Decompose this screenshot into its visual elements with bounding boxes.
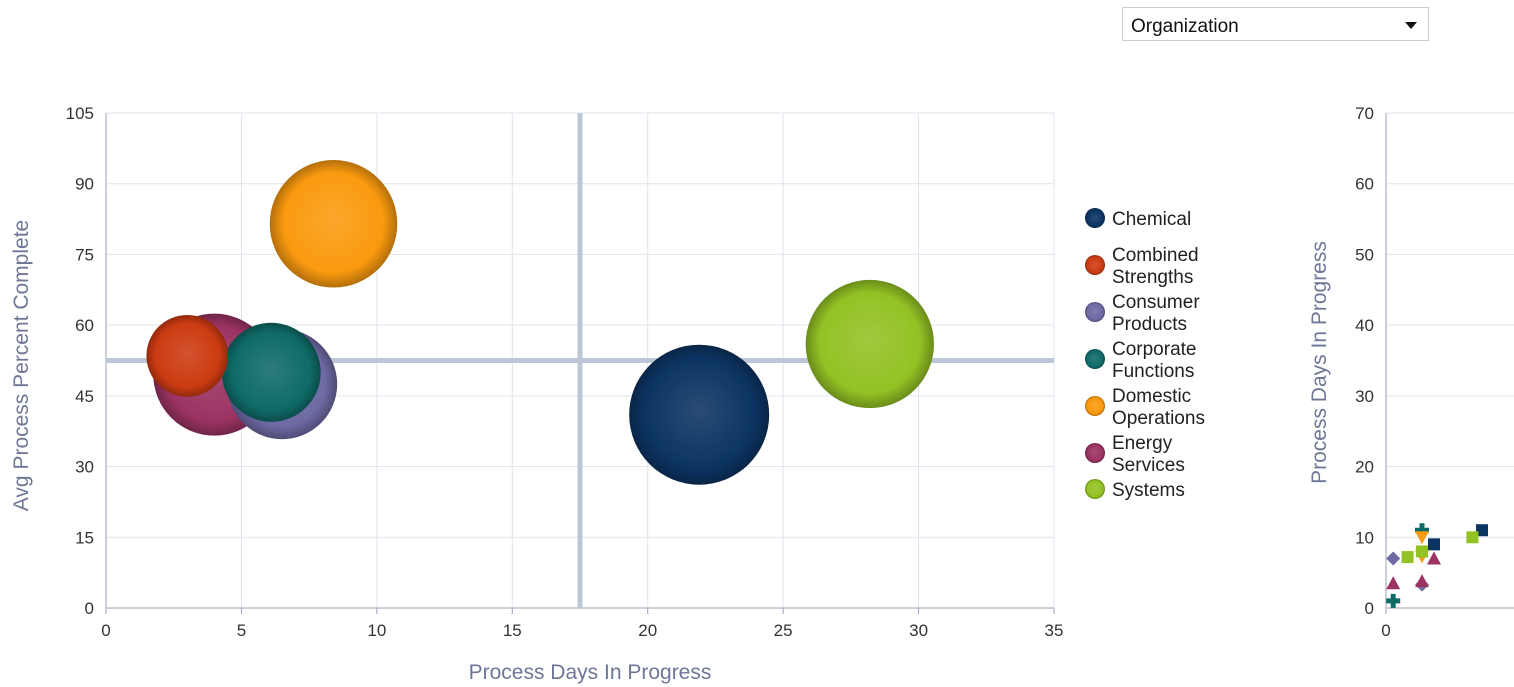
y-tick-label: 105 [66,104,94,123]
legend-marker-combined-strengths [1085,255,1105,275]
legend-label: Corporate [1112,339,1197,360]
x-tick-label: 35 [1045,621,1064,640]
scatter-point-systems [1416,545,1428,558]
legend-label: Domestic [1112,386,1191,407]
legend-label: Combined [1112,245,1199,266]
scatter-point-chemical [1476,524,1488,537]
scatter-x-tick-label: 0 [1381,621,1390,640]
scatter-point-systems [1401,551,1414,564]
legend-marker-consumer-products [1085,302,1105,322]
legend-label: Energy [1112,433,1173,454]
scatter-point-domestic-operations [1415,531,1429,545]
bubble-chemical [629,344,770,485]
scatter-y-axis-title: Process Days In Progress [1308,241,1331,484]
legend-label: Products [1112,314,1187,335]
legend-label: Strengths [1112,267,1193,288]
scatter-point-energy-services [1386,576,1401,590]
legend-marker-energy-services [1085,443,1105,463]
legend-marker-corporate-functions [1085,349,1105,369]
x-tick-label: 20 [638,621,657,640]
legend-label: Chemical [1112,209,1191,230]
scatter-y-tick-label: 30 [1355,387,1374,406]
scatter-point-corporate-functions [1386,593,1401,608]
legend-label: Systems [1112,480,1185,501]
y-tick-label: 15 [75,528,94,547]
scatter-y-tick-label: 70 [1355,104,1374,123]
y-tick-label: 45 [75,387,94,406]
scatter-point-corporate-functions [1415,523,1429,538]
scatter-point-chemical [1428,538,1440,551]
legend-label: Consumer [1112,292,1200,313]
scatter-y-tick-label: 0 [1365,599,1374,618]
bubble-systems [805,279,934,409]
scatter-point-consumer-products [1386,551,1401,566]
bubble-domestic-operations [269,160,398,288]
legend-label: Operations [1112,408,1205,429]
scatter-y-tick-label: 20 [1355,458,1374,477]
y-tick-label: 90 [75,175,94,194]
x-tick-label: 15 [503,621,522,640]
bubble-combined-strengths [146,314,229,397]
scatter-point-energy-services [1427,551,1441,565]
scatter-y-tick-label: 10 [1355,528,1374,547]
legend-marker-domestic-operations [1085,396,1105,416]
chevron-down-icon [1405,22,1417,29]
y-tick-label: 0 [85,599,94,618]
bubble-corporate-functions [221,322,321,422]
scatter-point-systems [1466,531,1479,544]
y-axis-title: Avg Process Percent Complete [10,220,33,511]
scatter-y-tick-label: 40 [1355,316,1374,335]
legend-label: Functions [1112,361,1194,382]
scatter-y-tick-label: 60 [1355,175,1374,194]
legend-marker-chemical [1085,208,1105,228]
organization-dropdown[interactable]: Organization [1122,7,1429,41]
y-tick-label: 60 [75,316,94,335]
x-tick-label: 0 [101,621,110,640]
x-tick-label: 10 [367,621,386,640]
x-tick-label: 5 [237,621,246,640]
x-tick-label: 30 [909,621,928,640]
legend-marker-systems [1085,479,1105,499]
organization-dropdown-value: Organization [1131,16,1239,37]
y-tick-label: 75 [75,245,94,264]
legend-label: Services [1112,455,1185,476]
x-tick-label: 25 [774,621,793,640]
y-tick-label: 30 [75,458,94,477]
scatter-point-energy-services [1415,574,1429,588]
scatter-y-tick-label: 50 [1355,245,1374,264]
x-axis-title: Process Days In Progress [469,661,712,684]
